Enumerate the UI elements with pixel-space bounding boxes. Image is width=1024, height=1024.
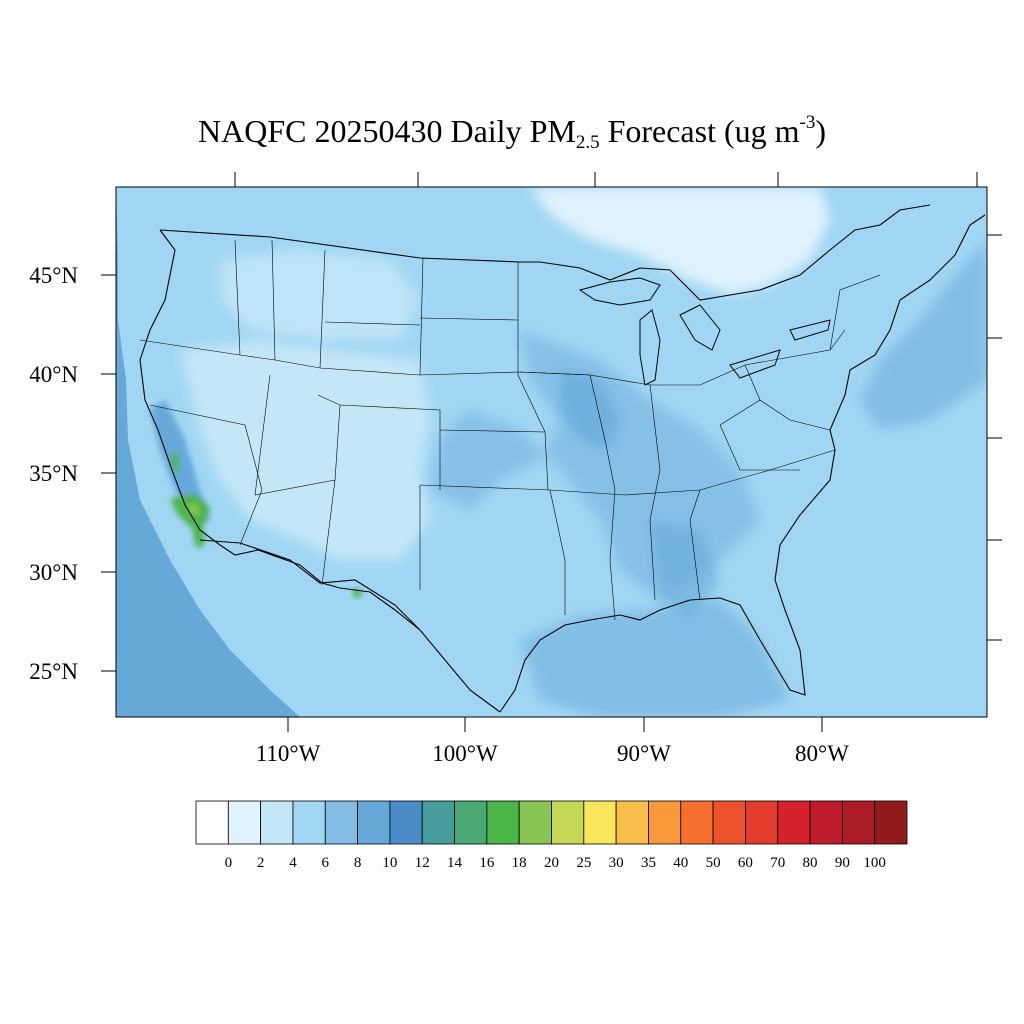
colorbar-swatch	[227, 800, 262, 845]
colorbar: 0 2 4 6 8 10 12 14 16 18 20 25 30 35 40 50 60 70 80 90 100	[195, 800, 908, 871]
colorbar-label: 90	[835, 855, 850, 871]
lat-label-30n: 30°N	[29, 560, 78, 585]
lon-label-90w: 90°W	[617, 741, 671, 766]
colorbar-swatch	[421, 800, 455, 845]
colorbar-label: 40	[673, 855, 688, 871]
colorbar-swatch	[777, 800, 811, 845]
colorbar-swatch	[486, 800, 520, 845]
colorbar-label: 20	[544, 855, 559, 871]
colorbar-swatch	[809, 800, 843, 845]
state-lines	[139, 239, 881, 621]
map-frame	[115, 186, 988, 718]
title-prefix: NAQFC 20250430 Daily PM	[198, 113, 576, 149]
colorbar-swatch	[324, 800, 358, 845]
california-valley	[150, 400, 210, 525]
colorbar-swatch	[874, 800, 908, 845]
socal-hotspot	[170, 495, 210, 548]
colorbar-swatch	[518, 800, 552, 845]
great-lakes	[578, 277, 831, 386]
northeast-clean-area	[530, 187, 830, 295]
map-plot-area	[116, 187, 987, 717]
lon-label-80w: 80°W	[795, 741, 849, 766]
title-suffix: )	[815, 113, 826, 149]
gulf-region	[520, 600, 790, 717]
southeast-band-dark	[650, 520, 720, 620]
colorbar-label: 25	[576, 855, 591, 871]
colorbar-swatch	[583, 800, 617, 845]
colorbar-swatch	[357, 800, 391, 845]
lat-label-40n: 40°N	[29, 362, 78, 387]
mexico-border	[199, 539, 421, 631]
colorbar-label: 4	[289, 855, 297, 871]
colorbar-swatch	[745, 800, 779, 845]
colorbar-label: 0	[225, 855, 233, 871]
colorbar-swatch	[712, 800, 746, 845]
colorbar-label: 80	[803, 855, 818, 871]
colorbar-label: 35	[641, 855, 656, 871]
map-title: NAQFC 20250430 Daily PM2.5 Forecast (ug …	[0, 112, 1024, 154]
colorbar-label: 14	[447, 855, 463, 871]
colorbar-swatch	[260, 800, 294, 845]
colorbar-label: 30	[609, 855, 624, 871]
colorbar-swatch	[648, 800, 682, 845]
atlantic-band	[860, 240, 987, 430]
colorbar-label: 18	[512, 855, 527, 871]
pacific-outer-band	[116, 187, 300, 717]
coastline	[139, 214, 986, 713]
colorbar-label: 12	[415, 855, 430, 871]
lat-label-45n: 45°N	[29, 263, 78, 288]
lon-label-100w: 100°W	[432, 741, 498, 766]
colorbar-label: 50	[706, 855, 721, 871]
colorbar-swatch	[292, 800, 326, 845]
colorbar-label: 6	[322, 855, 330, 871]
colorbar-label: 70	[770, 855, 785, 871]
lat-label-35n: 35°N	[29, 461, 78, 486]
colorbar-label: 8	[354, 855, 362, 871]
colorbar-swatch	[615, 800, 649, 845]
colorbar-label: 2	[257, 855, 265, 871]
lon-label-110w: 110°W	[256, 741, 321, 766]
colorbar-swatch	[680, 800, 714, 845]
central-band-dark	[560, 370, 620, 450]
map-ticks	[101, 172, 1002, 732]
great-basin-area	[180, 340, 430, 560]
title-middle: Forecast (ug m	[599, 113, 800, 149]
colorbar-swatch	[389, 800, 423, 845]
colorbar-swatch	[454, 800, 488, 845]
colorbar-swatch	[841, 800, 876, 845]
lat-label-25n: 25°N	[29, 659, 78, 684]
colorbar-label: 16	[479, 855, 495, 871]
canada-border	[159, 204, 931, 301]
central-valley-hotspot	[170, 453, 180, 472]
title-superscript: -3	[799, 112, 816, 133]
colorbar-label: 60	[738, 855, 753, 871]
colorbar-label: 10	[382, 855, 397, 871]
title-subscript: 2.5	[575, 132, 600, 153]
colorbar-label: 100	[863, 855, 886, 871]
colorbar-swatch	[551, 800, 585, 845]
northwest-light-area	[220, 250, 420, 340]
colorbar-swatch	[195, 800, 229, 845]
